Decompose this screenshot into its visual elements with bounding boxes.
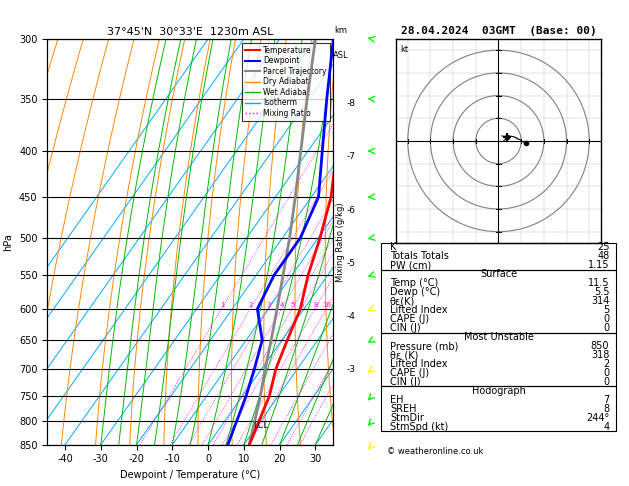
Text: 8: 8 <box>603 404 610 414</box>
Bar <box>381 386 616 431</box>
Text: 5.5: 5.5 <box>594 287 610 297</box>
Text: © weatheronline.co.uk: © weatheronline.co.uk <box>387 447 483 456</box>
Text: Lifted Index: Lifted Index <box>390 305 447 315</box>
Text: 7: 7 <box>603 395 610 405</box>
Text: Temp (°C): Temp (°C) <box>390 278 438 288</box>
Text: CIN (J): CIN (J) <box>390 323 421 333</box>
Text: Lifted Index: Lifted Index <box>390 359 447 369</box>
Text: CIN (J): CIN (J) <box>390 377 421 387</box>
Text: K: K <box>390 243 396 253</box>
Text: Hodograph: Hodograph <box>472 386 525 396</box>
Text: SREH: SREH <box>390 404 416 414</box>
Text: -5: -5 <box>347 259 356 268</box>
Text: 4: 4 <box>280 302 284 308</box>
Text: 0: 0 <box>603 314 610 324</box>
Text: CAPE (J): CAPE (J) <box>390 368 429 378</box>
Text: 1.15: 1.15 <box>588 260 610 270</box>
Y-axis label: hPa: hPa <box>3 233 13 251</box>
Text: 850: 850 <box>591 341 610 351</box>
Bar <box>381 270 616 332</box>
Text: θε (K): θε (K) <box>390 350 418 360</box>
Text: kt: kt <box>401 45 409 54</box>
Text: 2: 2 <box>249 302 253 308</box>
Text: -4: -4 <box>347 312 355 321</box>
Text: 4: 4 <box>603 422 610 432</box>
Text: -3: -3 <box>347 364 356 374</box>
Text: 5: 5 <box>291 302 295 308</box>
Title: 37°45'N  30°33'E  1230m ASL: 37°45'N 30°33'E 1230m ASL <box>107 27 274 37</box>
Text: 11.5: 11.5 <box>588 278 610 288</box>
Text: 10: 10 <box>323 302 331 308</box>
Text: ASL: ASL <box>333 51 349 60</box>
Text: 1: 1 <box>220 302 225 308</box>
Bar <box>381 243 616 270</box>
Text: -7: -7 <box>347 152 356 161</box>
Text: Pressure (mb): Pressure (mb) <box>390 341 459 351</box>
Text: -6: -6 <box>347 206 356 215</box>
Text: 6: 6 <box>299 302 304 308</box>
Text: km: km <box>335 26 348 35</box>
Bar <box>381 332 616 386</box>
Text: Most Unstable: Most Unstable <box>464 332 533 342</box>
Text: 25: 25 <box>597 243 610 253</box>
Text: Totals Totals: Totals Totals <box>390 251 449 261</box>
Text: 3: 3 <box>267 302 271 308</box>
Text: 244°: 244° <box>586 413 610 423</box>
Text: θε(K): θε(K) <box>390 296 415 306</box>
Text: 48: 48 <box>597 251 610 261</box>
Text: 0: 0 <box>603 323 610 333</box>
Text: Dewp (°C): Dewp (°C) <box>390 287 440 297</box>
Y-axis label: Mixing Ratio (g/kg): Mixing Ratio (g/kg) <box>336 202 345 281</box>
Text: 318: 318 <box>591 350 610 360</box>
Text: 2: 2 <box>603 359 610 369</box>
X-axis label: Dewpoint / Temperature (°C): Dewpoint / Temperature (°C) <box>120 470 260 480</box>
Text: CAPE (J): CAPE (J) <box>390 314 429 324</box>
Text: 8: 8 <box>313 302 318 308</box>
Legend: Temperature, Dewpoint, Parcel Trajectory, Dry Adiabat, Wet Adiabat, Isotherm, Mi: Temperature, Dewpoint, Parcel Trajectory… <box>242 43 330 121</box>
Text: StmSpd (kt): StmSpd (kt) <box>390 422 448 432</box>
Text: PW (cm): PW (cm) <box>390 260 431 270</box>
Text: Surface: Surface <box>480 269 517 279</box>
Text: EH: EH <box>390 395 403 405</box>
Text: 0: 0 <box>603 377 610 387</box>
Text: LCL: LCL <box>253 421 268 431</box>
Text: StmDir: StmDir <box>390 413 424 423</box>
Text: 28.04.2024  03GMT  (Base: 00): 28.04.2024 03GMT (Base: 00) <box>401 26 596 36</box>
Text: -8: -8 <box>347 99 356 108</box>
Text: 314: 314 <box>591 296 610 306</box>
Text: 0: 0 <box>603 368 610 378</box>
Text: 5: 5 <box>603 305 610 315</box>
